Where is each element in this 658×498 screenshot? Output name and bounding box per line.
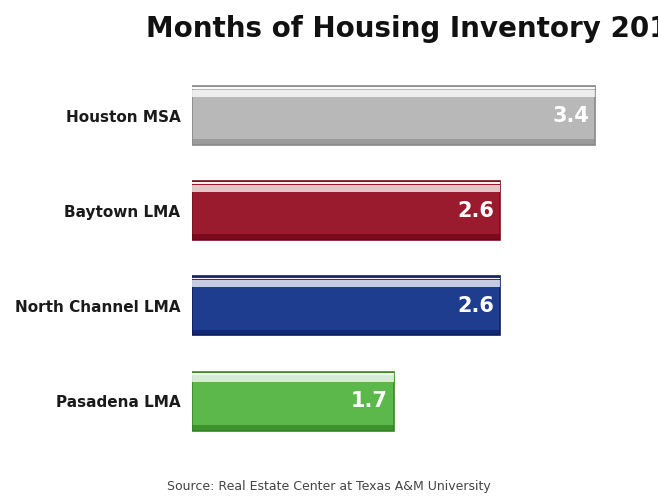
Bar: [191, 86, 595, 145]
Bar: [191, 181, 501, 240]
Bar: [191, 139, 595, 145]
Bar: [191, 235, 501, 240]
Bar: [191, 276, 501, 336]
Bar: [191, 87, 595, 89]
Bar: [191, 375, 393, 382]
Text: 3.4: 3.4: [553, 106, 590, 125]
Bar: [191, 372, 393, 431]
Bar: [191, 425, 393, 431]
Text: 2.6: 2.6: [458, 201, 495, 221]
Title: Months of Housing Inventory 2016: Months of Housing Inventory 2016: [146, 15, 658, 43]
Bar: [191, 330, 501, 336]
Bar: [191, 185, 501, 192]
Bar: [191, 90, 595, 97]
Text: Source: Real Estate Center at Texas A&M University: Source: Real Estate Center at Texas A&M …: [167, 480, 491, 493]
Bar: [191, 280, 501, 287]
Bar: [191, 182, 501, 184]
Bar: [191, 373, 393, 374]
Bar: [191, 278, 501, 279]
Text: 1.7: 1.7: [351, 391, 388, 411]
Text: 2.6: 2.6: [458, 296, 495, 316]
